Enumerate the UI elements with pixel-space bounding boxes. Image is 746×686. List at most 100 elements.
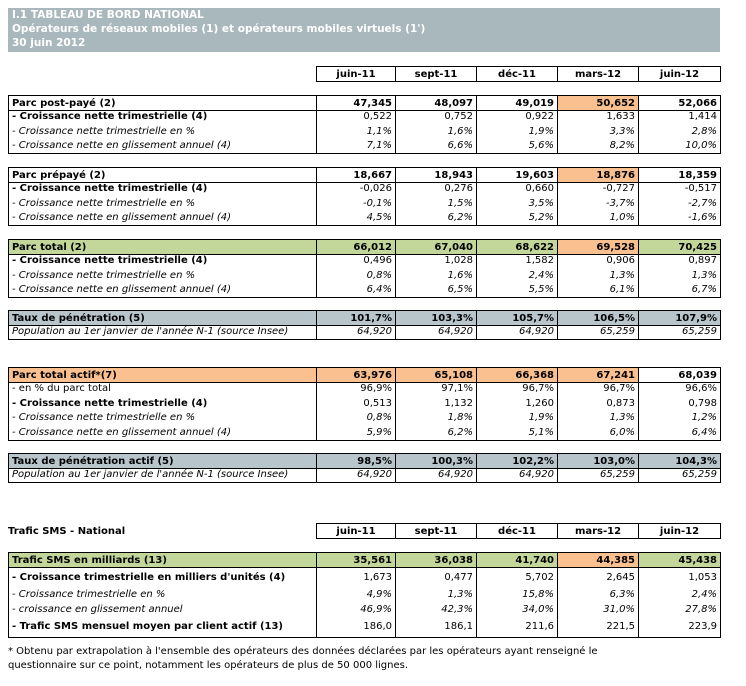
value-cell: 2,4% xyxy=(476,269,558,284)
row-label: - Croissance nette en glissement annuel … xyxy=(8,139,317,154)
value-cell: 96,7% xyxy=(476,382,558,397)
value-cell: 1,0% xyxy=(557,211,639,226)
value-cell: 0,798 xyxy=(638,397,721,412)
footnote: questionnaire sur ce point, notamment le… xyxy=(8,660,409,671)
column-header: mars-12 xyxy=(557,523,639,539)
value-cell: 64,920 xyxy=(395,325,477,340)
value-cell: 1,6% xyxy=(395,125,477,140)
value-cell: 69,528 xyxy=(557,239,639,255)
value-cell: 44,385 xyxy=(557,552,639,568)
value-cell: 223,9 xyxy=(638,617,721,638)
row-label: - Croissance nette trimestrielle (4) xyxy=(8,110,317,125)
value-cell: 105,7% xyxy=(476,310,558,326)
value-cell: 46,9% xyxy=(316,603,396,618)
value-cell: 0,477 xyxy=(395,567,477,589)
value-cell: 5,2% xyxy=(476,211,558,226)
row-label: Population au 1er janvier de l'année N-1… xyxy=(8,468,317,483)
value-cell: 1,2% xyxy=(638,411,721,426)
value-cell: 1,414 xyxy=(638,110,721,125)
row-label: - Croissance trimestrielle en % xyxy=(8,588,317,603)
value-cell: -2,7% xyxy=(638,197,721,212)
value-cell: 103,3% xyxy=(395,310,477,326)
value-cell: 2,8% xyxy=(638,125,721,140)
column-header: déc-11 xyxy=(476,523,558,539)
row-label: - croissance en glissement annuel xyxy=(8,603,317,618)
value-cell: -0,727 xyxy=(557,182,639,197)
value-cell: 6,7% xyxy=(638,283,721,298)
value-cell: 100,3% xyxy=(395,453,477,469)
value-cell: 1,132 xyxy=(395,397,477,412)
header-subtitle: Opérateurs de réseaux mobiles (1) et opé… xyxy=(12,23,426,35)
value-cell: 66,368 xyxy=(476,367,558,383)
row-label: - Croissance nette trimestrielle (4) xyxy=(8,397,317,412)
value-cell: 1,633 xyxy=(557,110,639,125)
value-cell: 18,876 xyxy=(557,167,639,183)
value-cell: 67,241 xyxy=(557,367,639,383)
value-cell: 47,345 xyxy=(316,95,396,111)
value-cell: 0,873 xyxy=(557,397,639,412)
value-cell: 6,2% xyxy=(395,426,477,441)
row-label: - Croissance nette trimestrielle en % xyxy=(8,269,317,284)
column-header: juin-11 xyxy=(316,66,396,82)
value-cell: 4,9% xyxy=(316,588,396,603)
value-cell: 186,1 xyxy=(395,617,477,638)
value-cell: 1,8% xyxy=(395,411,477,426)
value-cell: -1,6% xyxy=(638,211,721,226)
value-cell: 103,0% xyxy=(557,453,639,469)
value-cell: 6,0% xyxy=(557,426,639,441)
value-cell: 1,053 xyxy=(638,567,721,589)
value-cell: 18,359 xyxy=(638,167,721,183)
value-cell: 5,5% xyxy=(476,283,558,298)
value-cell: 52,066 xyxy=(638,95,721,111)
row-label: Parc post-payé (2) xyxy=(8,95,317,111)
value-cell: 19,603 xyxy=(476,167,558,183)
row-label: Parc prépayé (2) xyxy=(8,167,317,183)
value-cell: 4,5% xyxy=(316,211,396,226)
value-cell: 0,522 xyxy=(316,110,396,125)
value-cell: 10,0% xyxy=(638,139,721,154)
value-cell: 1,3% xyxy=(557,411,639,426)
value-cell: 15,8% xyxy=(476,588,558,603)
footnote: * Obtenu par extrapolation à l'ensemble … xyxy=(8,646,598,657)
value-cell: -0,517 xyxy=(638,182,721,197)
value-cell: 1,5% xyxy=(395,197,477,212)
value-cell: 0,8% xyxy=(316,269,396,284)
value-cell: 97,1% xyxy=(395,382,477,397)
value-cell: 70,425 xyxy=(638,239,721,255)
value-cell: 36,038 xyxy=(395,552,477,568)
column-header: sept-11 xyxy=(395,66,477,82)
value-cell: 65,259 xyxy=(557,325,639,340)
value-cell: -0,026 xyxy=(316,182,396,197)
value-cell: 98,5% xyxy=(316,453,396,469)
value-cell: -3,7% xyxy=(557,197,639,212)
value-cell: 186,0 xyxy=(316,617,396,638)
value-cell: 49,019 xyxy=(476,95,558,111)
value-cell: 101,7% xyxy=(316,310,396,326)
value-cell: 67,040 xyxy=(395,239,477,255)
row-label: Trafic SMS en milliards (13) xyxy=(8,552,317,568)
row-label: Parc total (2) xyxy=(8,239,317,255)
value-cell: 96,6% xyxy=(638,382,721,397)
column-header: déc-11 xyxy=(476,66,558,82)
value-cell: 211,6 xyxy=(476,617,558,638)
value-cell: 5,9% xyxy=(316,426,396,441)
value-cell: 0,897 xyxy=(638,254,721,269)
value-cell: 0,496 xyxy=(316,254,396,269)
value-cell: 1,9% xyxy=(476,411,558,426)
value-cell: 0,922 xyxy=(476,110,558,125)
value-cell: 41,740 xyxy=(476,552,558,568)
row-label: Parc total actif*(7) xyxy=(8,367,317,383)
value-cell: 1,260 xyxy=(476,397,558,412)
value-cell: 27,8% xyxy=(638,603,721,618)
value-cell: 2,645 xyxy=(557,567,639,589)
value-cell: 18,943 xyxy=(395,167,477,183)
value-cell: 1,6% xyxy=(395,269,477,284)
row-label: Taux de pénétration (5) xyxy=(8,310,317,326)
row-label: - Croissance trimestrielle en milliers d… xyxy=(8,567,317,589)
header-date: 30 juin 2012 xyxy=(12,37,86,49)
value-cell: -0,1% xyxy=(316,197,396,212)
value-cell: 48,097 xyxy=(395,95,477,111)
row-label: - Croissance nette trimestrielle (4) xyxy=(8,254,317,269)
value-cell: 1,3% xyxy=(395,588,477,603)
value-cell: 96,9% xyxy=(316,382,396,397)
